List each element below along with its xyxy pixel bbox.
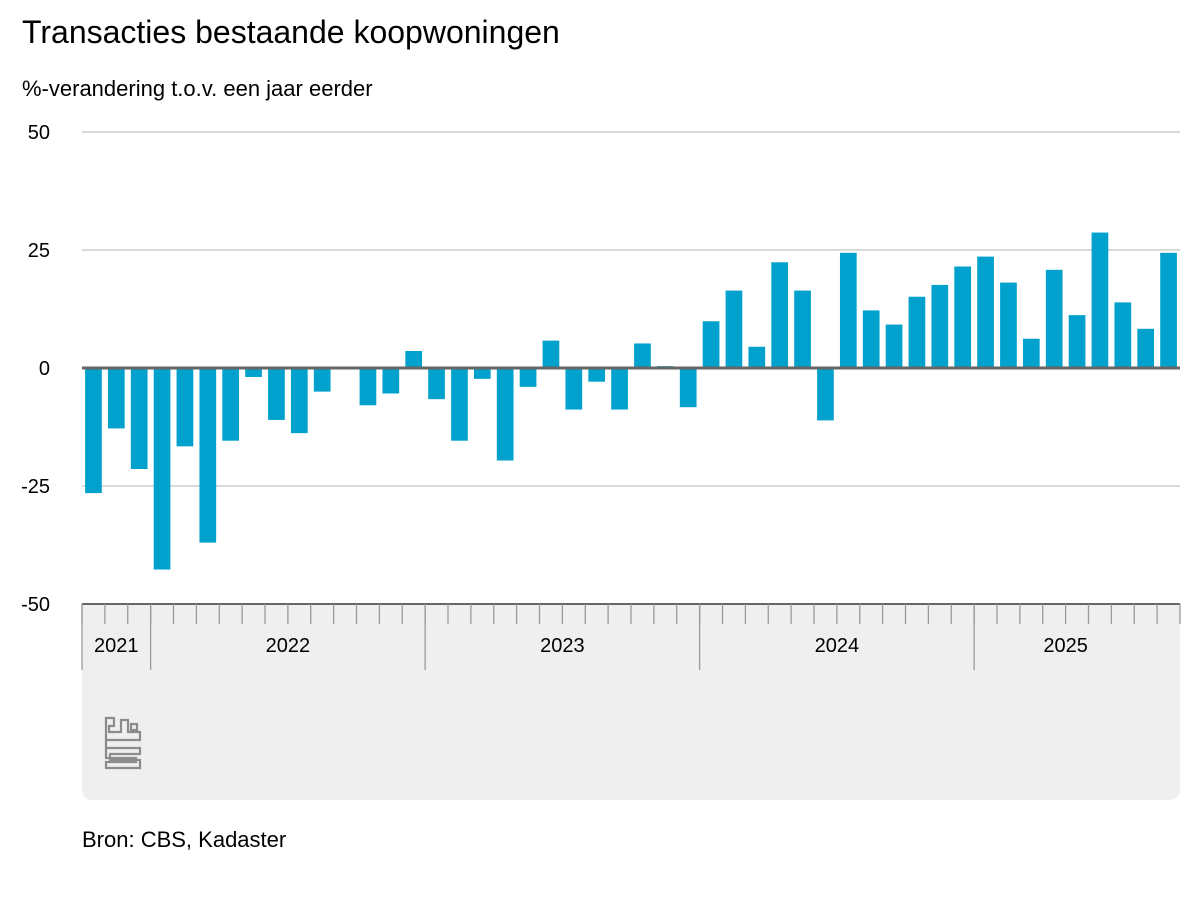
y-tick-label: 0	[39, 358, 50, 380]
bar	[405, 351, 423, 368]
bar	[931, 284, 949, 368]
bar	[862, 310, 880, 368]
x-axis-band	[82, 604, 1180, 800]
bar	[290, 368, 308, 434]
x-year-label: 2021	[94, 635, 139, 657]
y-tick-label: 25	[28, 240, 50, 262]
bar	[1137, 328, 1155, 368]
x-axis: 2021 2022 2023 2024 2025	[81, 603, 1181, 670]
bar	[771, 262, 789, 368]
bar	[428, 368, 445, 400]
bar	[153, 368, 171, 570]
bar	[588, 368, 606, 382]
source-note: Bron: CBS, Kadaster	[82, 827, 287, 852]
bar	[611, 368, 628, 410]
chart-subtitle: %-verandering t.o.v. een jaar eerder	[22, 76, 373, 101]
bar	[565, 368, 583, 410]
bar	[1000, 282, 1017, 368]
bar	[451, 368, 468, 441]
bar	[268, 368, 285, 420]
y-tick-label: -50	[21, 594, 50, 616]
bar	[702, 321, 720, 368]
bar	[245, 368, 262, 377]
y-tick-label: -25	[21, 476, 50, 498]
bar	[634, 343, 651, 368]
bar	[839, 252, 857, 368]
bar	[382, 368, 400, 394]
bar	[1068, 315, 1086, 368]
x-year-label: 2023	[540, 635, 585, 657]
bar	[519, 368, 537, 387]
bar	[1091, 232, 1109, 368]
bar	[1114, 302, 1132, 368]
bar	[176, 368, 194, 447]
bar	[85, 368, 102, 494]
bar	[794, 290, 811, 368]
bar	[130, 368, 148, 470]
cbs-logo-icon	[104, 716, 142, 770]
bar	[1045, 269, 1063, 368]
bar	[359, 368, 377, 406]
bar	[313, 368, 331, 392]
bar	[885, 324, 903, 368]
y-tick-label: 50	[28, 122, 50, 144]
bar	[1022, 338, 1040, 368]
bars	[82, 232, 1180, 570]
bar	[1160, 252, 1177, 368]
x-year-label: 2024	[815, 635, 860, 657]
bar	[107, 368, 125, 429]
chart-title: Transacties bestaande koopwoningen	[22, 14, 560, 50]
y-axis-ticks: 50 25 0 -25 -50	[21, 122, 50, 616]
bar	[199, 368, 217, 543]
x-year-label: 2022	[266, 635, 311, 657]
x-year-label: 2025	[1043, 635, 1088, 657]
grid-lines	[82, 131, 1180, 487]
bar	[748, 346, 766, 368]
bar	[725, 290, 743, 368]
bar	[908, 296, 926, 368]
bar	[496, 368, 514, 461]
bar	[817, 368, 834, 421]
bar	[542, 340, 560, 368]
bar	[977, 256, 994, 368]
bar	[222, 368, 240, 441]
bar	[679, 368, 697, 408]
bar	[473, 368, 491, 379]
bar	[954, 266, 972, 368]
